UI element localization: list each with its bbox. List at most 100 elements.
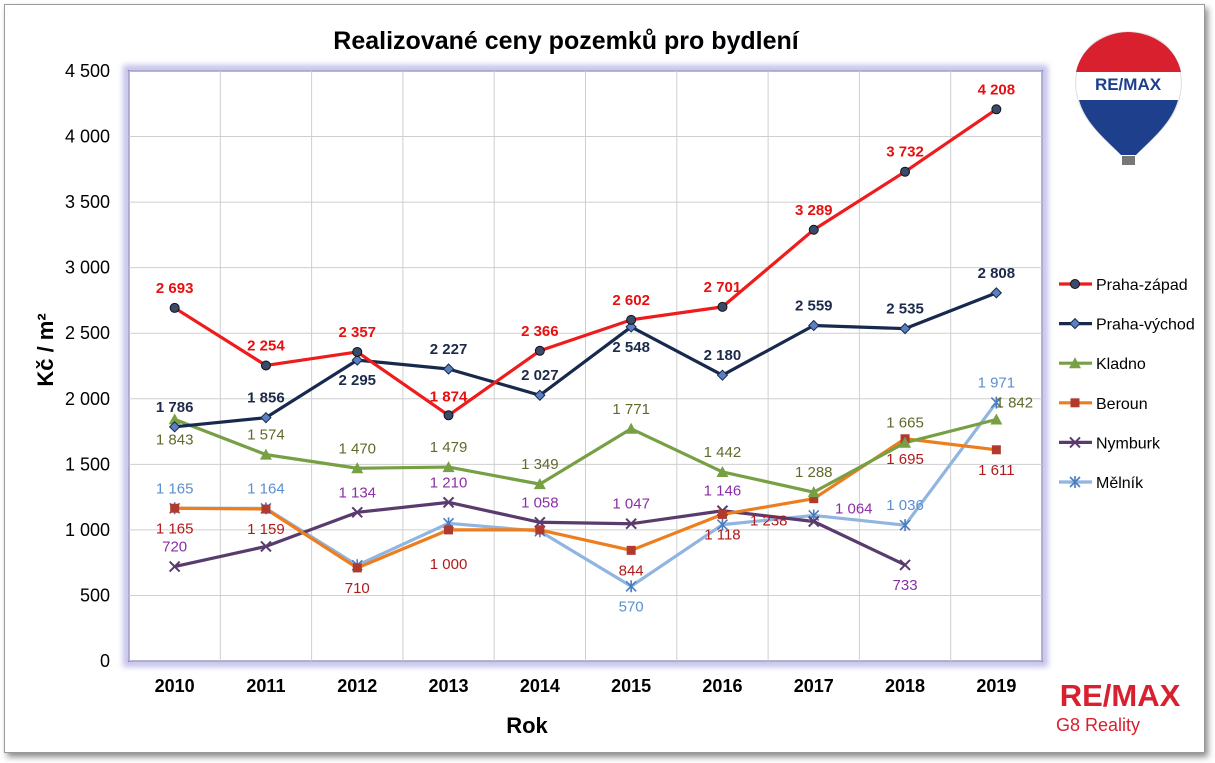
data-label: 733 xyxy=(893,577,918,594)
data-point xyxy=(260,411,272,424)
data-point xyxy=(1070,398,1080,408)
data-point xyxy=(809,494,819,504)
data-label: 2 254 xyxy=(247,337,285,354)
data-label: 2 693 xyxy=(156,280,194,297)
series-line xyxy=(174,417,997,494)
data-label: 1 134 xyxy=(338,484,376,501)
data-point xyxy=(900,166,911,177)
data-label: 4 208 xyxy=(978,81,1016,98)
data-label: 1 210 xyxy=(430,474,468,491)
data-point xyxy=(260,360,271,371)
data-label: 1 786 xyxy=(156,399,194,416)
data-point xyxy=(1069,357,1081,369)
y-tick-label: 2 000 xyxy=(65,389,110,409)
data-label: 2 366 xyxy=(521,323,559,340)
series-markers xyxy=(168,104,1003,593)
brand-logo: RE/MAX G8 Reality xyxy=(1056,678,1181,735)
series-line xyxy=(174,291,997,429)
data-point xyxy=(169,302,180,313)
series-line xyxy=(173,107,998,417)
data-point xyxy=(807,486,820,498)
y-tick-label: 1 000 xyxy=(65,520,110,540)
y-tick-label: 3 000 xyxy=(65,258,110,278)
y-tick-label: 1 500 xyxy=(65,454,110,474)
data-point xyxy=(990,413,1003,425)
data-point xyxy=(899,322,911,335)
data-label: 1 470 xyxy=(338,440,376,457)
data-point xyxy=(534,389,546,401)
data-label: 1 843 xyxy=(156,431,194,448)
data-label: 1 165 xyxy=(156,520,194,537)
data-label: 2 295 xyxy=(338,372,376,389)
legend-label: Mělník xyxy=(1096,475,1144,492)
data-label: 1 695 xyxy=(886,451,924,468)
data-label: 1 971 xyxy=(978,375,1016,392)
data-label: 2 535 xyxy=(886,301,924,318)
x-tick-label: 2017 xyxy=(794,676,834,696)
data-label: 1 771 xyxy=(612,401,650,418)
x-tick-label: 2016 xyxy=(702,676,742,696)
data-point xyxy=(717,301,728,312)
data-point xyxy=(625,422,638,434)
data-point xyxy=(351,462,364,474)
data-label: 2 808 xyxy=(978,265,1016,282)
data-point xyxy=(443,410,454,421)
data-label: 1 159 xyxy=(247,521,285,538)
data-point xyxy=(444,525,454,535)
x-tick-label: 2013 xyxy=(429,676,469,696)
data-point xyxy=(808,515,820,528)
brand-logo-text: RE/MAX xyxy=(1060,678,1181,713)
data-point xyxy=(625,580,637,593)
data-label: 1 164 xyxy=(247,480,285,497)
x-tick-label: 2011 xyxy=(246,676,285,696)
data-point xyxy=(352,563,362,573)
data-point xyxy=(259,448,272,460)
y-axis-label: Kč / m² xyxy=(33,313,58,386)
data-label: 710 xyxy=(345,580,370,597)
data-label: 1 165 xyxy=(156,480,194,497)
data-label: 3 289 xyxy=(795,202,833,219)
data-label: 570 xyxy=(619,598,644,615)
data-label: 2 559 xyxy=(795,297,833,314)
data-label: 1 856 xyxy=(247,390,285,407)
x-axis-label: Rok xyxy=(506,713,548,738)
data-point xyxy=(717,509,727,519)
y-tick-label: 4 000 xyxy=(65,127,110,147)
data-point xyxy=(625,518,637,530)
balloon-logo-text: RE/MAX xyxy=(1095,75,1162,94)
data-point xyxy=(260,540,272,553)
data-label: 2 027 xyxy=(521,367,559,384)
chart-title: Realizované ceny pozemků pro bydlení xyxy=(333,27,799,55)
data-label: 1 842 xyxy=(996,394,1034,411)
x-tick-label: 2019 xyxy=(976,676,1016,696)
data-point xyxy=(990,396,1002,409)
data-label: 1 874 xyxy=(430,388,468,405)
data-label: 2 701 xyxy=(704,279,742,296)
data-point xyxy=(534,345,545,356)
data-label: 2 180 xyxy=(704,347,742,364)
data-label: 1 064 xyxy=(835,500,873,517)
data-point xyxy=(990,287,1003,299)
data-point xyxy=(625,321,637,333)
x-tick-label: 2015 xyxy=(611,676,651,696)
data-label: 1 574 xyxy=(247,427,285,444)
data-point xyxy=(1069,476,1081,488)
data-label: 2 357 xyxy=(338,324,376,341)
data-label: 2 602 xyxy=(612,292,650,309)
x-axis-ticks: 2010 2011 2012 2013 2014 2015 2016 2017 2018 2019 xyxy=(155,676,1017,696)
data-label: 1 238 xyxy=(750,513,788,530)
data-point xyxy=(626,314,637,325)
legend-label: Kladno xyxy=(1096,356,1146,373)
data-point xyxy=(716,369,729,381)
data-point xyxy=(1069,436,1081,449)
data-point xyxy=(991,104,1002,115)
x-tick-label: 2012 xyxy=(337,676,377,696)
balloon-logo: RE/MAX xyxy=(1075,31,1182,165)
data-point xyxy=(1069,317,1081,330)
gridlines xyxy=(128,70,1043,662)
data-point xyxy=(168,421,181,433)
x-tick-label: 2010 xyxy=(155,676,195,696)
legend-label: Beroun xyxy=(1096,396,1148,413)
data-label: 1 611 xyxy=(978,462,1014,479)
